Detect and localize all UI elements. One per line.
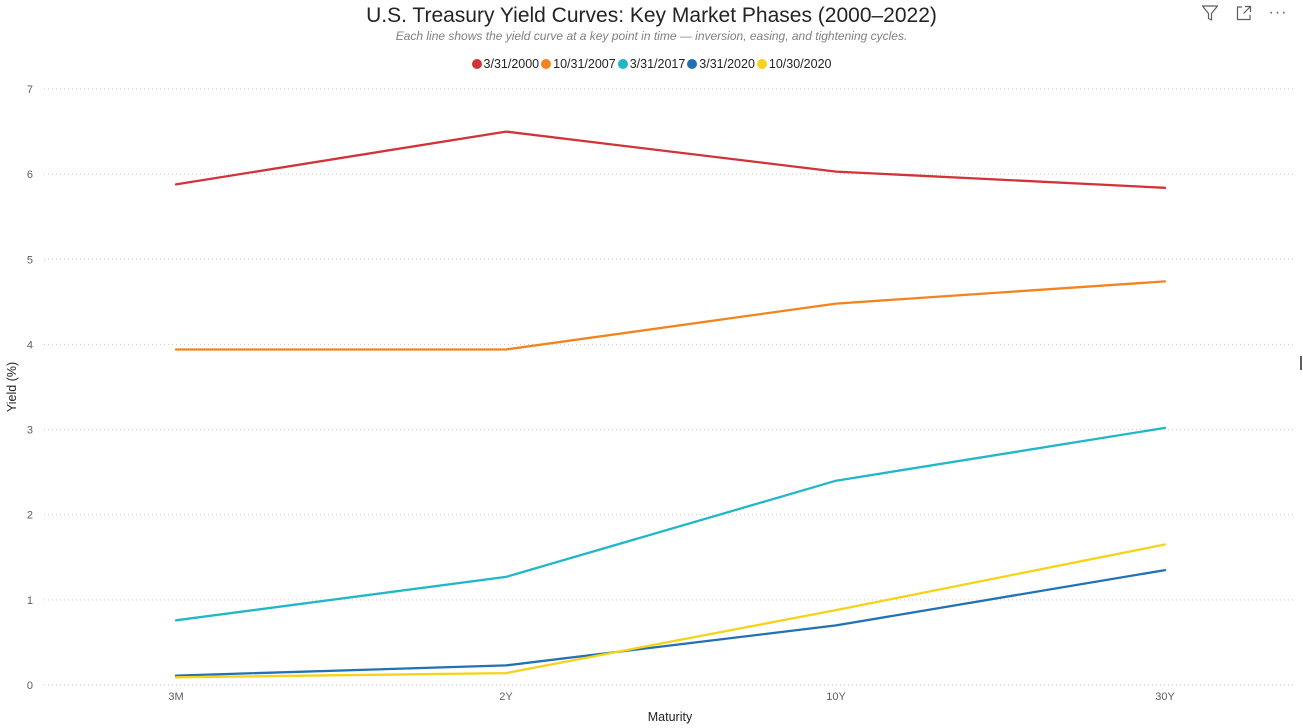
series-line-10-31-2007[interactable] bbox=[174, 280, 1167, 351]
x-tick-label: 30Y bbox=[1155, 691, 1175, 703]
chart-subtitle: Each line shows the yield curve at a key… bbox=[395, 29, 908, 43]
legend-label: 10/30/2020 bbox=[768, 57, 832, 71]
legend-label: 10/31/2007 bbox=[553, 57, 616, 71]
y-tick-label: 3 bbox=[27, 425, 33, 437]
chart-legend: 3/31/2000 10/31/2007 3/31/2017 3/31/2020 10/… bbox=[0, 57, 1303, 71]
series-line-3-31-2017[interactable] bbox=[174, 426, 1167, 622]
legend-item[interactable]: 10/31/2007 bbox=[541, 57, 616, 71]
x-axis-title: Maturity bbox=[648, 710, 693, 724]
series-line-3-31-2000[interactable] bbox=[174, 130, 1167, 189]
grid-lines bbox=[44, 88, 1296, 686]
legend-item[interactable]: 3/31/2000 bbox=[471, 57, 540, 71]
series-line-3-31-2020[interactable] bbox=[174, 568, 1167, 677]
legend-label: 3/31/2020 bbox=[699, 57, 755, 71]
y-axis-title: Yield (%) bbox=[5, 362, 19, 412]
visual-header-toolbar: ··· bbox=[1187, 2, 1289, 24]
filter-icon[interactable] bbox=[1199, 2, 1221, 24]
y-axis-ticks: 0 1 2 3 4 5 6 7 bbox=[27, 84, 33, 692]
legend-marker-icon bbox=[687, 59, 698, 69]
chart-title: U.S. Treasury Yield Curves: Key Market P… bbox=[366, 4, 937, 27]
y-tick-label: 2 bbox=[27, 510, 33, 522]
legend-marker-icon bbox=[617, 59, 628, 69]
y-tick-label: 7 bbox=[27, 84, 33, 96]
more-options-icon[interactable]: ··· bbox=[1268, 4, 1288, 21]
legend-item[interactable]: 3/31/2017 bbox=[617, 57, 686, 71]
series-lines bbox=[174, 130, 1167, 679]
legend-marker-icon bbox=[471, 59, 482, 69]
legend-label: 3/31/2017 bbox=[629, 57, 686, 71]
y-tick-label: 0 bbox=[27, 680, 33, 692]
y-tick-label: 1 bbox=[27, 595, 33, 607]
focus-mode-icon[interactable] bbox=[1233, 2, 1255, 24]
legend-item[interactable]: 10/30/2020 bbox=[756, 57, 832, 71]
legend-label: 3/31/2000 bbox=[483, 57, 540, 71]
x-axis-ticks: 3M 2Y 10Y 30Y bbox=[168, 691, 1175, 703]
legend-marker-icon bbox=[541, 59, 552, 69]
legend-marker-icon bbox=[756, 59, 767, 69]
x-tick-label: 3M bbox=[168, 691, 183, 703]
legend-item[interactable]: 3/31/2020 bbox=[687, 57, 755, 71]
series-line-10-30-2020[interactable] bbox=[174, 543, 1167, 679]
y-tick-label: 5 bbox=[27, 254, 33, 266]
x-tick-label: 2Y bbox=[499, 691, 513, 703]
y-tick-label: 4 bbox=[27, 339, 33, 351]
resize-handle[interactable] bbox=[1300, 356, 1302, 370]
y-tick-label: 6 bbox=[27, 169, 33, 181]
x-tick-label: 10Y bbox=[826, 691, 846, 703]
